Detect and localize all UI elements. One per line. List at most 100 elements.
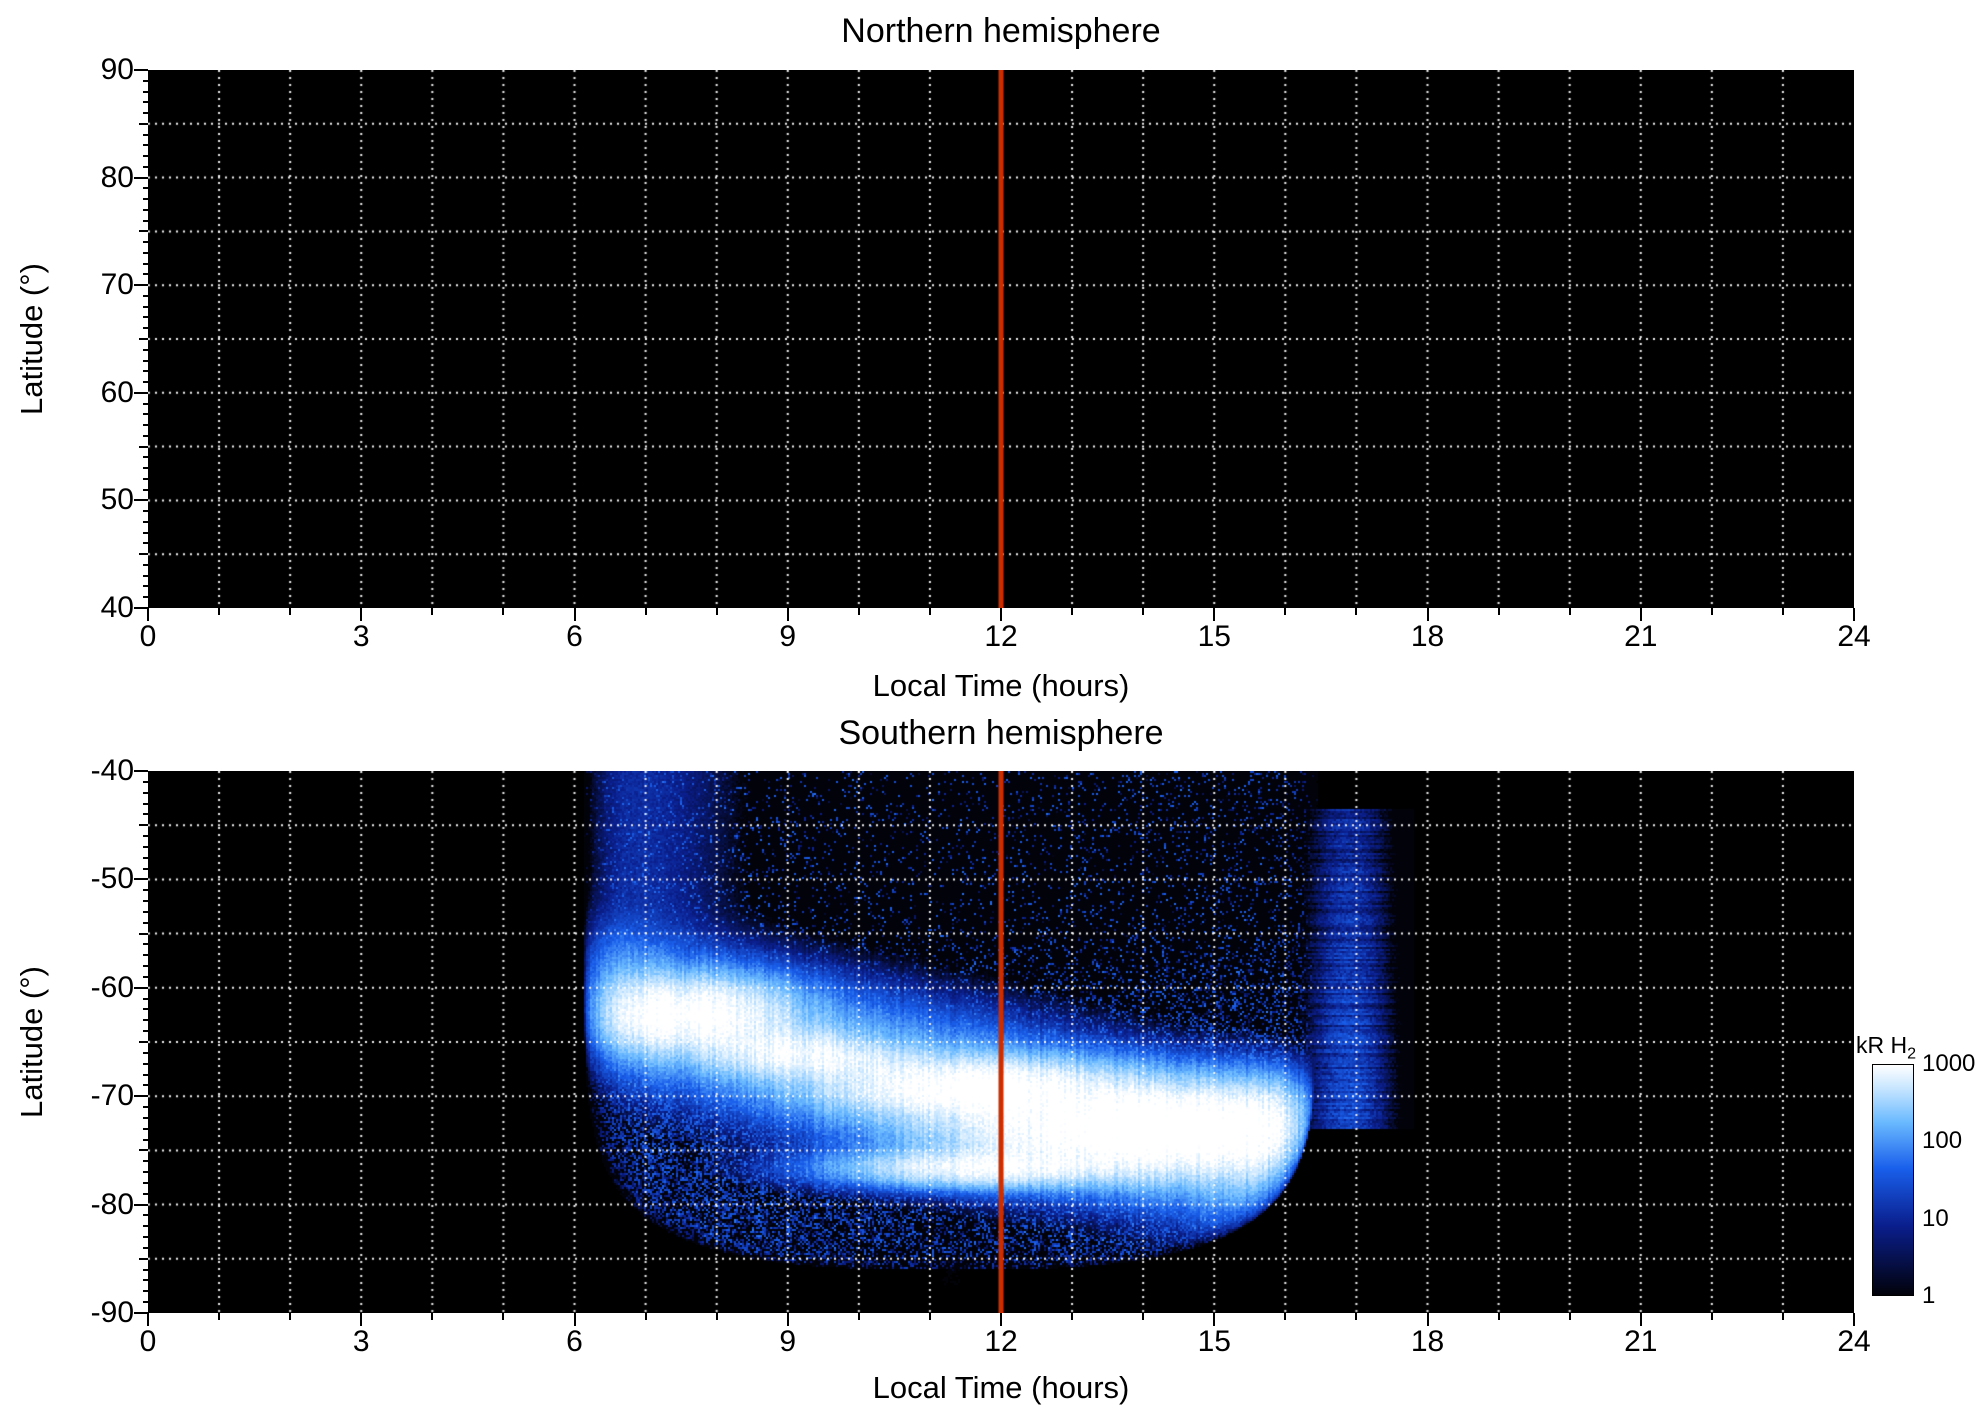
x-axis-tick [573,1313,576,1326]
y-axis-tick [143,187,148,190]
y-axis-tick [139,553,148,556]
y-axis-tick [134,607,148,609]
y-axis-tick [143,574,148,577]
y-axis-tick [139,824,148,827]
x-tick-label: 9 [779,620,797,653]
y-axis-tick [143,510,148,513]
colorbar-unit-subscript: 2 [1907,1044,1917,1063]
south-heatmap [148,771,1854,1313]
x-tick-label: 6 [566,620,583,653]
x-axis-tick [1639,1313,1642,1326]
y-axis-tick [143,1214,148,1217]
y-axis-tick [143,477,148,480]
y-axis-tick [143,520,148,523]
x-axis-tick [1426,1313,1429,1326]
y-tick-label: -90 [90,1296,134,1329]
y-axis-tick [143,813,148,816]
y-axis-tick [143,1279,148,1282]
y-axis-tick [143,348,148,351]
y-axis-tick [143,305,148,308]
y-axis-tick [143,434,148,437]
colorbar-tick-label: 100 [1922,1127,1963,1155]
y-axis-tick [143,251,148,254]
colorbar-unit-text: kR H [1856,1032,1908,1058]
y-axis-tick [139,1149,148,1152]
x-tick-label: 6 [566,1325,583,1358]
y-tick-label: 60 [100,375,134,409]
y-axis-tick [143,241,148,244]
y-axis-tick [143,1181,148,1184]
y-axis-tick [143,791,148,794]
x-axis-tick [1142,608,1145,615]
y-axis-tick [143,975,148,978]
y-axis-tick [143,1192,148,1195]
y-axis-tick [143,1246,148,1249]
y-axis-tick [143,1160,148,1163]
y-axis-tick [139,122,148,125]
y-axis-tick [143,856,148,859]
x-tick-label: 15 [1197,620,1231,653]
x-axis-tick [928,608,931,615]
x-axis-tick [289,608,292,615]
x-axis-tick [1710,1313,1713,1320]
y-axis-tick [134,391,148,394]
y-tick-label: 40 [100,591,134,624]
x-axis-tick [1568,1313,1571,1320]
x-axis-tick [1284,1313,1287,1320]
y-axis-tick [143,845,148,848]
y-axis-tick [139,932,148,935]
y-axis-tick [143,1127,148,1130]
x-axis-tick [1071,608,1074,615]
y-axis-tick [143,1062,148,1065]
y-axis-tick [139,1257,148,1260]
x-axis-tick [857,608,860,615]
y-axis-tick [143,370,148,373]
x-axis-tick [644,608,647,615]
y-tick-label: -70 [90,1079,134,1113]
x-axis-tick [1568,608,1571,615]
y-tick-label: 70 [100,268,134,302]
x-axis-tick [431,1313,434,1320]
y-tick-label: 80 [100,160,134,194]
y-axis-tick [143,413,148,416]
colorbar-tick-label: 10 [1922,1204,1949,1232]
x-axis-tick [1710,608,1713,615]
y-axis-tick [143,1138,148,1141]
y-axis-tick [143,1073,148,1076]
y-axis-tick [143,101,148,104]
x-tick-label: 0 [139,1325,157,1358]
y-axis-tick [143,1225,148,1228]
y-axis-tick [143,965,148,968]
x-axis-tick [1000,1313,1002,1326]
y-axis-tick [143,327,148,330]
y-axis-tick [143,1171,148,1174]
y-tick-label: -80 [90,1187,134,1221]
x-axis-tick [1781,608,1784,615]
x-axis-tick [1853,608,1855,621]
y-axis-tick [143,1116,148,1119]
y-axis-tick [134,1312,148,1314]
y-tick-label: 90 [100,53,134,86]
y-axis-tick [139,338,148,340]
x-axis-tick [1213,1313,1216,1326]
x-tick-label: 21 [1624,620,1658,653]
y-axis-tick [143,144,148,147]
x-axis-tick [1497,1313,1500,1320]
north-heatmap [148,70,1854,608]
x-axis-tick [715,608,718,615]
y-axis-tick [143,198,148,201]
y-axis-tick [143,596,148,599]
y-axis-tick [134,176,148,179]
y-axis-tick [143,531,148,534]
x-tick-label: 15 [1197,1325,1231,1358]
y-axis-tick [143,219,148,222]
x-tick-label: 3 [352,1325,370,1358]
y-axis-tick [143,90,148,93]
y-axis-tick [143,273,148,276]
y-axis-tick [143,1008,148,1011]
x-axis-tick [1071,1313,1074,1320]
x-tick-label: 24 [1837,1325,1871,1358]
x-axis-tick [1639,608,1642,621]
x-axis-tick [360,608,363,621]
